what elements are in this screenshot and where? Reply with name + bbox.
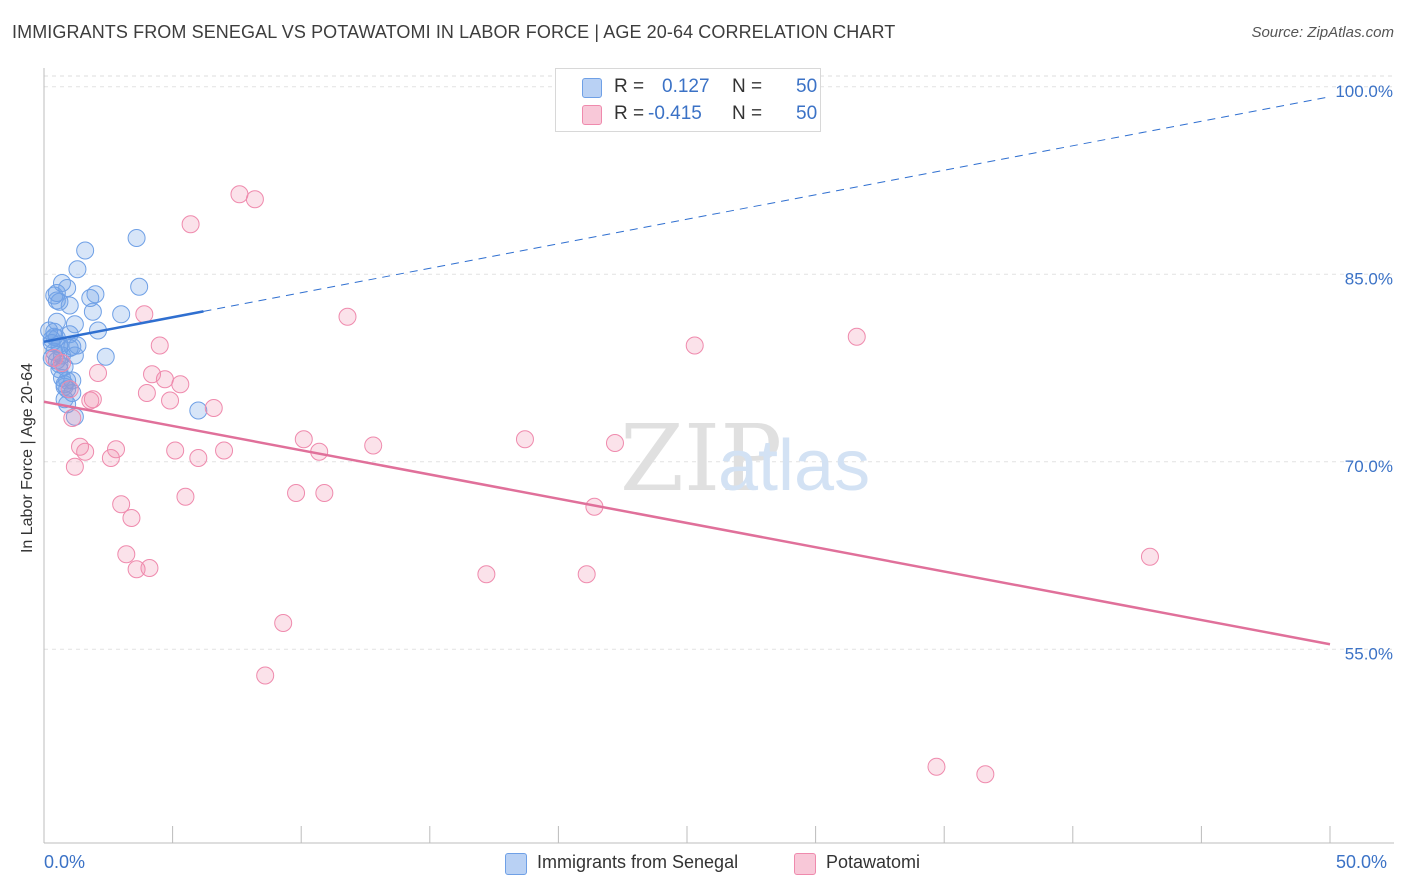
data-point-senegal (112, 305, 131, 324)
data-point-potawatomi (53, 354, 72, 372)
data-point-potawatomi (76, 442, 95, 461)
y-tick-label: 70.0% (1345, 457, 1393, 476)
data-point-potawatomi (287, 484, 306, 502)
legend-r-value-senegal: 0.127 (662, 76, 710, 97)
y-tick-label: 85.0% (1345, 269, 1393, 288)
data-point-potawatomi (140, 559, 159, 577)
legend-n-label: N = (732, 76, 763, 97)
data-point-senegal (50, 292, 69, 311)
y-tick-label: 100.0% (1335, 82, 1393, 101)
data-point-potawatomi (274, 614, 293, 632)
data-point-potawatomi (135, 305, 154, 324)
data-point-senegal (130, 277, 149, 296)
data-point-potawatomi (181, 215, 200, 234)
data-point-senegal (76, 241, 95, 260)
bottom-legend-swatch-senegal (505, 853, 527, 875)
correlation-legend: R = 0.127 N = 50 R = -0.415 N = 50 (555, 68, 821, 132)
data-point-potawatomi (364, 436, 383, 455)
data-point-potawatomi (685, 336, 704, 355)
data-point-potawatomi (477, 565, 496, 584)
source-credit: Source: ZipAtlas.com (1251, 24, 1394, 41)
data-point-senegal (53, 274, 72, 292)
data-point-senegal (86, 285, 105, 304)
data-point-potawatomi (1140, 547, 1159, 566)
y-tick-label: 55.0% (1345, 644, 1393, 663)
legend-r-label: R = (614, 103, 645, 124)
data-point-potawatomi (515, 430, 534, 449)
data-point-potawatomi (171, 375, 190, 394)
data-point-senegal (55, 390, 74, 409)
data-point-senegal (96, 347, 115, 366)
legend-r-value-potawatomi: -0.415 (648, 103, 702, 124)
axes (43, 68, 1394, 844)
trend-line-senegal-extrapolated (203, 96, 1331, 312)
data-point-potawatomi (63, 409, 82, 427)
watermark-atlas: atlas (718, 426, 870, 506)
trend-line-potawatomi (43, 400, 1331, 646)
data-point-senegal (68, 260, 87, 279)
data-point-senegal (58, 279, 77, 297)
data-point-potawatomi (294, 430, 313, 449)
data-point-senegal (60, 296, 79, 315)
data-point-potawatomi (150, 336, 169, 355)
legend-swatch-senegal (582, 78, 602, 98)
bottom-legend-swatch-potawatomi (794, 853, 816, 875)
data-point-potawatomi (107, 440, 126, 459)
data-point-potawatomi (137, 384, 156, 402)
data-point-potawatomi (112, 495, 131, 514)
legend-swatch-potawatomi (582, 105, 602, 125)
data-point-potawatomi (161, 391, 180, 410)
gridlines (44, 75, 1394, 650)
senegal-points (40, 229, 208, 426)
data-point-senegal (55, 377, 74, 396)
legend-n-value-senegal: 50 (796, 76, 818, 97)
data-point-potawatomi (65, 457, 84, 476)
bottom-legend-label-potawatomi: Potawatomi (826, 852, 921, 872)
data-point-potawatomi (338, 307, 357, 326)
data-point-potawatomi (176, 487, 195, 506)
x-axis-min-label: 0.0% (44, 852, 86, 872)
legend-r-label: R = (614, 76, 645, 97)
data-point-senegal (63, 337, 82, 356)
data-point-potawatomi (89, 364, 108, 382)
data-point-potawatomi (577, 565, 596, 584)
data-point-senegal (189, 401, 208, 420)
data-point-potawatomi (122, 509, 141, 527)
data-point-potawatomi (71, 437, 90, 456)
legend-n-label: N = (732, 103, 763, 124)
data-point-potawatomi (605, 434, 624, 452)
data-point-senegal (83, 302, 102, 321)
data-point-potawatomi (245, 190, 264, 209)
x-axis-max-label: 50.0% (1336, 852, 1388, 872)
legend-n-value-potawatomi: 50 (796, 103, 818, 124)
bottom-legend-label-senegal: Immigrants from Senegal (537, 852, 739, 872)
data-point-potawatomi (166, 441, 185, 460)
data-point-potawatomi (127, 560, 146, 579)
data-point-potawatomi (927, 757, 946, 776)
potawatomi-points (45, 185, 1159, 784)
data-point-potawatomi (155, 370, 174, 389)
data-point-potawatomi (215, 441, 234, 460)
data-point-potawatomi (230, 185, 249, 204)
data-point-potawatomi (189, 449, 208, 467)
data-point-potawatomi (60, 380, 79, 399)
data-point-potawatomi (847, 327, 866, 346)
y-tick-labels: 100.0% 85.0% 70.0% 55.0% (1335, 82, 1393, 664)
data-point-potawatomi (976, 765, 995, 784)
data-point-potawatomi (101, 449, 120, 467)
watermark-zip: ZIP (620, 405, 782, 512)
data-point-potawatomi (81, 391, 100, 410)
data-point-senegal (127, 229, 146, 247)
data-point-potawatomi (315, 484, 334, 502)
trend-line-senegal (43, 310, 204, 343)
data-point-potawatomi (204, 399, 223, 417)
data-point-potawatomi (256, 666, 275, 685)
trend-lines (43, 96, 1331, 646)
data-point-potawatomi (117, 545, 136, 564)
data-point-senegal (65, 315, 84, 334)
chart-title: IMMIGRANTS FROM SENEGAL VS POTAWATOMI IN… (12, 22, 896, 42)
